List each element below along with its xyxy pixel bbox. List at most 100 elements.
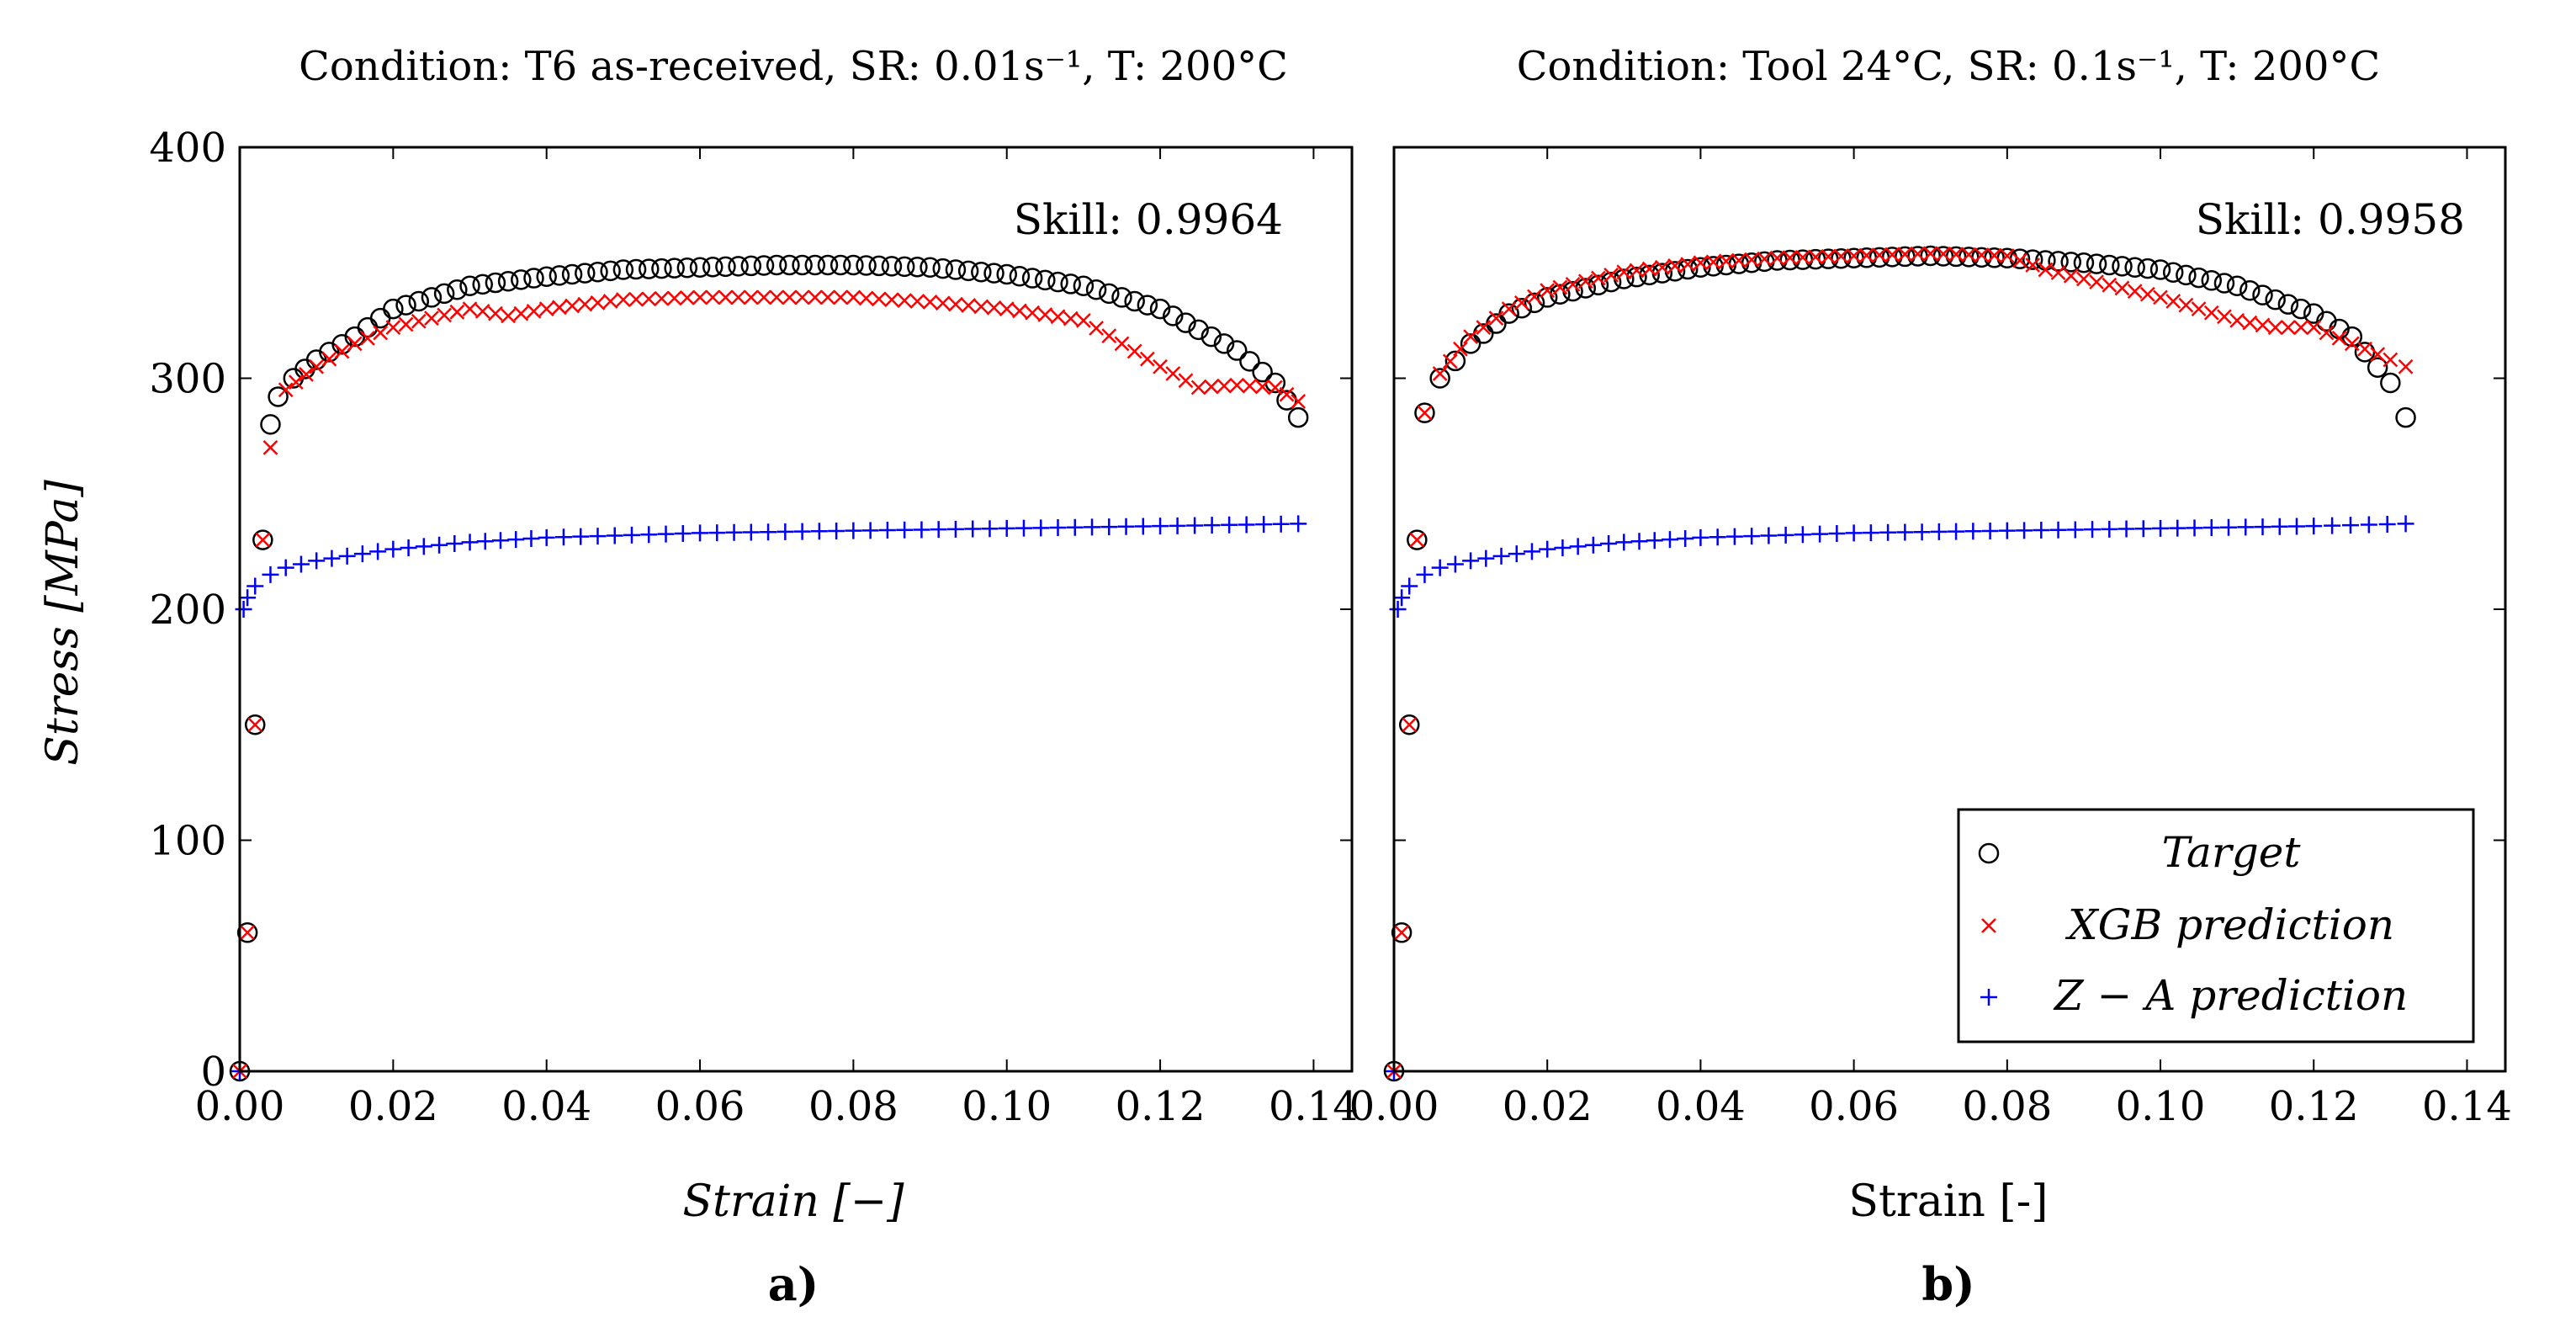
point-a-1-14 <box>385 320 401 335</box>
point-b-0-2 <box>1398 714 1420 735</box>
x-tick-label-b-3: 0.06 <box>1809 1083 1899 1130</box>
point-b-2-45 <box>2084 521 2102 539</box>
point-a-1-63 <box>1012 303 1027 319</box>
point-a-1-72 <box>1126 343 1142 359</box>
point-a-2-46 <box>946 520 964 538</box>
point-b-2-20 <box>1661 531 1678 549</box>
point-a-1-23 <box>501 308 516 324</box>
point-b-2-8 <box>1477 550 1495 567</box>
point-a-0-20 <box>459 275 480 296</box>
point-b-0-70 <box>2265 289 2286 311</box>
point-b-1-19 <box>1603 268 1619 283</box>
point-b-1-76 <box>2331 331 2347 346</box>
point-b-2-36 <box>1930 523 1948 540</box>
point-b-1-81 <box>2398 358 2414 374</box>
point-a-1-40 <box>718 289 734 305</box>
point-a-1-49 <box>833 289 849 305</box>
point-b-1-5 <box>1432 366 1448 381</box>
point-a-0-2 <box>244 714 266 735</box>
point-a-2-17 <box>461 534 479 551</box>
point-b-2-43 <box>2049 521 2067 539</box>
point-b-1-22 <box>1641 261 1657 277</box>
point-a-0-82 <box>1252 361 1273 383</box>
point-a-0-52 <box>868 255 890 277</box>
point-a-2-45 <box>930 521 947 539</box>
point-a-0-70 <box>1099 283 1120 305</box>
point-b-1-40 <box>1872 247 1887 263</box>
point-a-2-29 <box>657 525 675 543</box>
point-b-2-33 <box>1879 523 1897 541</box>
point-a-0-29 <box>575 263 596 284</box>
point-a-2-25 <box>589 528 607 545</box>
point-b-2-27 <box>1777 526 1794 544</box>
point-b-1-61 <box>2139 286 2155 302</box>
point-b-2-55 <box>2254 518 2271 536</box>
point-b-1-12 <box>1513 295 1529 311</box>
point-a-1-2 <box>247 717 263 733</box>
point-b-1-75 <box>2319 325 2335 341</box>
point-a-2-40 <box>845 522 862 539</box>
point-a-1-31 <box>602 294 618 309</box>
point-a-1-39 <box>705 289 721 305</box>
point-b-2-51 <box>2186 519 2203 537</box>
point-b-1-36 <box>1821 249 1837 264</box>
point-b-2-47 <box>2118 520 2135 538</box>
y-tick-label-a-3: 300 <box>149 356 226 403</box>
x-tick-label-b-4: 0.08 <box>1962 1083 2052 1130</box>
y-tick-label-a-4: 400 <box>149 125 226 172</box>
point-a-1-1 <box>240 925 256 941</box>
point-b-0-62 <box>2162 262 2184 283</box>
point-a-2-6 <box>292 555 310 573</box>
point-a-0-59 <box>957 260 979 282</box>
point-a-1-74 <box>1153 358 1168 374</box>
point-b-1-60 <box>2127 284 2143 299</box>
annotation-b: Skill: 0.9958 <box>2196 195 2465 244</box>
point-a-2-9 <box>338 547 356 565</box>
point-a-1-68 <box>1076 312 1091 328</box>
point-b-0-64 <box>2188 267 2209 289</box>
point-a-1-70 <box>1101 328 1117 344</box>
legend-label-za: Z − A prediction <box>2053 971 2408 1020</box>
point-a-0-17 <box>421 287 443 308</box>
point-a-0-61 <box>983 263 1004 284</box>
point-a-2-32 <box>708 524 726 542</box>
frame-b <box>1392 146 2507 1073</box>
point-b-1-32 <box>1769 250 1785 266</box>
point-b-1-18 <box>1591 270 1606 286</box>
point-b-2-32 <box>1862 524 1879 542</box>
point-a-1-24 <box>513 305 529 321</box>
point-a-1-75 <box>1165 366 1181 381</box>
point-b-0-43 <box>1920 245 1941 267</box>
point-a-2-38 <box>810 523 828 540</box>
point-a-0-75 <box>1163 305 1184 327</box>
point-b-1-38 <box>1846 248 1862 263</box>
point-a-1-37 <box>679 289 695 305</box>
point-a-2-62 <box>1221 516 1238 534</box>
point-a-2-13 <box>400 539 417 556</box>
point-b-1-70 <box>2255 317 2271 333</box>
series-b-1 <box>1386 246 2414 1079</box>
ylabel-a: Stress [MPa] <box>38 480 88 766</box>
point-a-1-6 <box>288 374 304 390</box>
series-b-2 <box>1386 515 2414 1080</box>
x-tick-label-b-7: 0.14 <box>2422 1083 2512 1130</box>
point-b-2-30 <box>1828 525 1846 543</box>
point-a-0-43 <box>753 255 775 276</box>
point-a-0-72 <box>1124 290 1145 312</box>
point-b-1-46 <box>1948 247 1964 263</box>
point-b-1-71 <box>2267 320 2283 335</box>
point-a-2-60 <box>1186 517 1204 534</box>
point-b-0-63 <box>2176 264 2197 286</box>
point-a-2-44 <box>913 521 930 539</box>
point-b-2-63 <box>2397 515 2414 533</box>
point-a-1-19 <box>449 304 465 320</box>
point-a-1-12 <box>360 331 375 346</box>
point-b-2-28 <box>1794 526 1811 544</box>
point-b-1-62 <box>2153 289 2168 305</box>
point-a-2-14 <box>415 538 432 555</box>
point-a-1-9 <box>321 351 337 367</box>
point-b-0-51 <box>2022 249 2043 270</box>
point-b-0-68 <box>2239 279 2261 301</box>
point-a-0-46 <box>792 254 813 276</box>
point-a-1-47 <box>807 289 823 305</box>
